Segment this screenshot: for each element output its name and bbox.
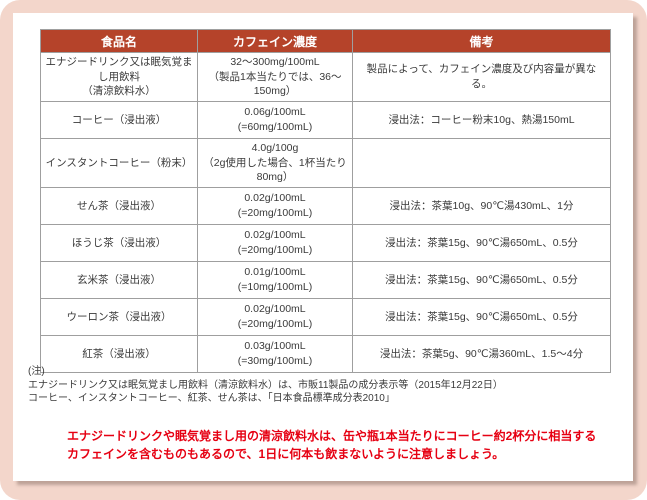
- table-row: ほうじ茶（浸出液） 0.02g/100mL (=20mg/100mL) 浸出法：…: [40, 224, 611, 263]
- footnotes-block: (注) エナジードリンク又は眠気覚まし用飲料（清涼飲料水）は、市販11製品の成分…: [28, 365, 503, 406]
- cell-food-name: インスタントコーヒー（粉末）: [40, 138, 198, 189]
- remark-text: 浸出法：茶葉10g、90℃湯430mL、1分: [389, 199, 574, 212]
- column-header-caffeine-concentration: カフェイン濃度: [197, 29, 353, 53]
- table-row: ウーロン茶（浸出液） 0.02g/100mL (=20mg/100mL) 浸出法…: [40, 298, 611, 337]
- concentration-value: 0.06g/100mL: [244, 106, 306, 119]
- food-name-line1: せん茶（浸出液）: [77, 199, 161, 212]
- concentration-value: 4.0g/100g: [251, 142, 299, 155]
- remark-text: 浸出法：コーヒー粉末10g、熱湯150mL: [388, 113, 575, 126]
- cell-food-name: ウーロン茶（浸出液）: [40, 298, 198, 337]
- cell-caffeine-concentration: 0.02g/100mL (=20mg/100mL): [197, 298, 353, 337]
- table-row: 紅茶（浸出液） 0.03g/100mL (=30mg/100mL) 浸出法：茶葉…: [40, 335, 611, 374]
- column-header-food-name: 食品名: [40, 29, 198, 53]
- caffeine-concentration-table: 食品名 カフェイン濃度 備考 エナジードリンク又は眠気覚まし用飲料 （清涼飲料水…: [40, 29, 611, 374]
- remark-text: 浸出法：茶葉15g、90℃湯650mL、0.5分: [385, 273, 578, 286]
- cell-food-name: コーヒー（浸出液）: [40, 101, 198, 140]
- concentration-detail: (=20mg/100mL): [237, 207, 313, 220]
- cell-caffeine-concentration: 0.01g/100mL (=10mg/100mL): [197, 261, 353, 300]
- food-name-line1: エナジードリンク又は眠気覚まし用飲料: [45, 56, 193, 83]
- footnote-line: コーヒー、インスタントコーヒー、紅茶、せん茶は、「日本食品標準成分表2010」: [28, 393, 395, 404]
- cell-caffeine-concentration: 0.02g/100mL (=20mg/100mL): [197, 187, 353, 226]
- concentration-detail: (=20mg/100mL): [237, 244, 313, 257]
- cell-remarks: 浸出法：茶葉15g、90℃湯650mL、0.5分: [352, 224, 611, 263]
- cell-remarks: 浸出法：コーヒー粉末10g、熱湯150mL: [352, 101, 611, 140]
- remark-text: 浸出法：茶葉15g、90℃湯650mL、0.5分: [385, 310, 578, 323]
- concentration-detail: (=60mg/100mL): [237, 121, 313, 134]
- remark-text: 製品によって、カフェイン濃度及び内容量が異なる。: [366, 63, 597, 91]
- food-name-line1: コーヒー（浸出液）: [71, 113, 167, 126]
- cell-remarks: 浸出法：茶葉15g、90℃湯650mL、0.5分: [352, 298, 611, 337]
- concentration-value: 0.02g/100mL: [244, 229, 306, 242]
- concentration-detail: （2g使用した場合、1杯当たり80mg）: [203, 156, 347, 184]
- concentration-value: 0.03g/100mL: [244, 340, 306, 353]
- caffeine-warning-text: エナジードリンクや眠気覚まし用の清涼飲料水は、缶や瓶1本当たりにコーヒー約2杯分…: [67, 427, 596, 463]
- concentration-detail: (=20mg/100mL): [237, 318, 313, 331]
- table-row: エナジードリンク又は眠気覚まし用飲料 （清涼飲料水） 32～300mg/100m…: [40, 51, 611, 103]
- remark-text: 浸出法：茶葉5g、90℃湯360mL、1.5～4分: [379, 347, 584, 360]
- concentration-detail: （製品1本当たりでは、36～150mg）: [208, 70, 342, 98]
- food-name-line1: ほうじ茶（浸出液）: [71, 236, 167, 249]
- table-row: せん茶（浸出液） 0.02g/100mL (=20mg/100mL) 浸出法：茶…: [40, 187, 611, 226]
- food-name-line1: 紅茶（浸出液）: [82, 347, 156, 360]
- concentration-value: 0.02g/100mL: [244, 303, 306, 316]
- concentration-value: 0.02g/100mL: [244, 192, 306, 205]
- cell-remarks: 浸出法：茶葉5g、90℃湯360mL、1.5～4分: [352, 335, 611, 374]
- warning-line: カフェインを含むものもあるので、1日に何本も飲まないように注意しましょう。: [67, 447, 505, 461]
- cell-food-name: 紅茶（浸出液）: [40, 335, 198, 374]
- cell-food-name: せん茶（浸出液）: [40, 187, 198, 226]
- concentration-value: 0.01g/100mL: [244, 266, 306, 279]
- food-name-line1: インスタントコーヒー（粉末）: [45, 156, 193, 169]
- cell-food-name: ほうじ茶（浸出液）: [40, 224, 198, 263]
- warning-line: エナジードリンクや眠気覚まし用の清涼飲料水は、缶や瓶1本当たりにコーヒー約2杯分…: [67, 429, 597, 443]
- remark-text: 浸出法：茶葉15g、90℃湯650mL、0.5分: [385, 236, 578, 249]
- cell-caffeine-concentration: 0.06g/100mL (=60mg/100mL): [197, 101, 353, 140]
- cell-caffeine-concentration: 0.03g/100mL (=30mg/100mL): [197, 335, 353, 374]
- cell-remarks: 浸出法：茶葉10g、90℃湯430mL、1分: [352, 187, 611, 226]
- cell-remarks: 製品によって、カフェイン濃度及び内容量が異なる。: [352, 51, 611, 103]
- content-panel: 食品名 カフェイン濃度 備考 エナジードリンク又は眠気覚まし用飲料 （清涼飲料水…: [13, 13, 633, 481]
- concentration-detail: (=10mg/100mL): [237, 281, 313, 294]
- cell-caffeine-concentration: 4.0g/100g （2g使用した場合、1杯当たり80mg）: [197, 138, 353, 189]
- food-name-line2: （清涼飲料水）: [82, 85, 156, 98]
- cell-remarks: 浸出法：茶葉15g、90℃湯650mL、0.5分: [352, 261, 611, 300]
- cell-food-name: エナジードリンク又は眠気覚まし用飲料 （清涼飲料水）: [40, 51, 198, 103]
- table-row: コーヒー（浸出液） 0.06g/100mL (=60mg/100mL) 浸出法：…: [40, 101, 611, 140]
- table-header-row: 食品名 カフェイン濃度 備考: [40, 29, 611, 53]
- cell-remarks: [352, 138, 611, 189]
- concentration-value: 32～300mg/100mL: [230, 56, 320, 68]
- cell-caffeine-concentration: 0.02g/100mL (=20mg/100mL): [197, 224, 353, 263]
- food-name-line1: ウーロン茶（浸出液）: [66, 310, 172, 323]
- table-row: 玄米茶（浸出液） 0.01g/100mL (=10mg/100mL) 浸出法：茶…: [40, 261, 611, 300]
- footnote-label: (注): [28, 366, 45, 377]
- footnote-line: エナジードリンク又は眠気覚まし用飲料（清涼飲料水）は、市販11製品の成分表示等（…: [28, 379, 503, 391]
- food-name-line1: 玄米茶（浸出液）: [77, 273, 161, 286]
- column-header-remarks: 備考: [352, 29, 611, 53]
- table-row: インスタントコーヒー（粉末） 4.0g/100g （2g使用した場合、1杯当たり…: [40, 138, 611, 189]
- concentration-detail: (=30mg/100mL): [237, 355, 313, 368]
- cell-food-name: 玄米茶（浸出液）: [40, 261, 198, 300]
- cell-caffeine-concentration: 32～300mg/100mL （製品1本当たりでは、36～150mg）: [197, 51, 353, 103]
